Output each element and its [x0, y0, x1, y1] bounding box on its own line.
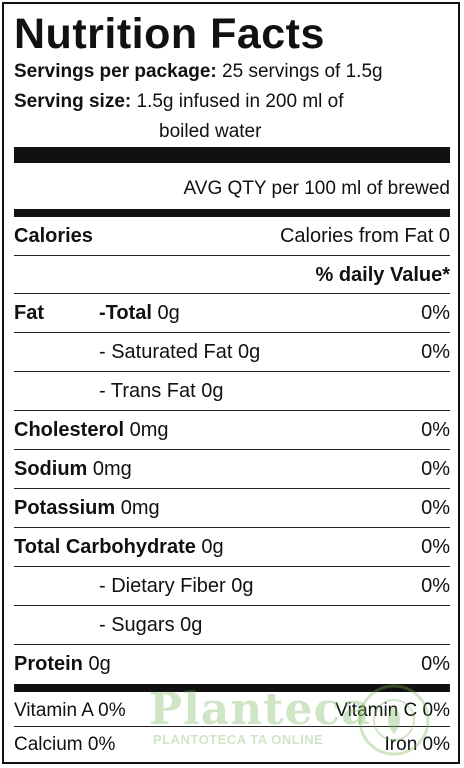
dietary-fiber-row: - Dietary Fiber 0g 0% [14, 567, 450, 605]
divider [14, 488, 450, 489]
thick-divider [14, 147, 450, 163]
protein-dv: 0% [421, 653, 450, 675]
sodium: Sodium 0mg [14, 450, 132, 488]
divider [14, 449, 450, 450]
sodium-dv: 0% [421, 458, 450, 480]
protein-value: 0g [82, 653, 111, 675]
protein: Protein 0g [14, 645, 111, 683]
serving-size: Serving size: 1.5g infused in 200 ml of [14, 90, 344, 114]
vitamins-row-1: Vitamin A 0% Vitamin C 0% [14, 696, 450, 726]
divider [14, 527, 450, 528]
fat-total: -Total 0g [99, 294, 180, 332]
divider [14, 293, 450, 294]
potassium-row: Potassium 0mg 0% [14, 489, 450, 527]
serving-size-value: 1.5g infused in 200 ml of [131, 91, 344, 112]
vitamin-c: Vitamin C 0% [335, 700, 450, 721]
fat-total-value: 0g [151, 302, 180, 324]
divider [14, 332, 450, 333]
carbohydrate-row: Total Carbohydrate 0g 0% [14, 528, 450, 566]
label-title: Nutrition Facts [14, 10, 325, 58]
cholesterol-dv: 0% [421, 419, 450, 441]
carbohydrate-value: 0g [195, 536, 224, 558]
sodium-row: Sodium 0mg 0% [14, 450, 450, 488]
divider [14, 371, 450, 372]
calories-row: Calories Calories from Fat 0 [14, 217, 450, 255]
vitamins-row-2: Calcium 0% Iron 0% [14, 730, 450, 760]
serving-size-continued: boiled water [159, 121, 262, 142]
sugars-label: - Sugars 0g [99, 614, 203, 636]
saturated-fat-row: - Saturated Fat 0g 0% [14, 333, 450, 371]
dietary-fiber-label: - Dietary Fiber 0g [99, 575, 254, 597]
cholesterol-value: 0mg [124, 419, 169, 441]
fat-dv: 0% [421, 302, 450, 324]
fat-label: Fat [14, 302, 44, 324]
divider [14, 644, 450, 645]
saturated-fat-label: - Saturated Fat 0g [99, 341, 261, 363]
carbohydrate: Total Carbohydrate 0g [14, 528, 224, 566]
avg-quantity-note: AVG QTY per 100 ml of brewed [183, 178, 450, 199]
fat-total-label: -Total [99, 302, 152, 324]
potassium-label: Potassium [14, 497, 116, 519]
trans-fat-label: - Trans Fat 0g [99, 380, 224, 402]
medium-divider [14, 209, 450, 217]
fat-row: Fat -Total 0g 0% [14, 294, 450, 332]
medium-divider [14, 684, 450, 692]
servings-per-package-label: Servings per package: [14, 61, 217, 82]
divider [14, 605, 450, 606]
trans-fat-row: - Trans Fat 0g [14, 372, 450, 410]
protein-label: Protein [14, 653, 83, 675]
potassium: Potassium 0mg [14, 489, 160, 527]
servings-per-package: Servings per package: 25 servings of 1.5… [14, 60, 383, 84]
sodium-label: Sodium [14, 458, 88, 480]
protein-row: Protein 0g 0% [14, 645, 450, 683]
saturated-fat-dv: 0% [421, 341, 450, 363]
cholesterol-row: Cholesterol 0mg 0% [14, 411, 450, 449]
calcium: Calcium 0% [14, 734, 116, 755]
sugars-row: - Sugars 0g [14, 606, 450, 644]
daily-value-header: % daily Value* [315, 264, 450, 286]
carbohydrate-dv: 0% [421, 536, 450, 558]
nutrition-label: Nutrition Facts Servings per package: 25… [2, 2, 460, 764]
carbohydrate-label: Total Carbohydrate [14, 536, 196, 558]
calories-label: Calories [14, 225, 93, 247]
vitamin-a: Vitamin A 0% [14, 700, 126, 721]
potassium-dv: 0% [421, 497, 450, 519]
sodium-value: 0mg [87, 458, 132, 480]
potassium-value: 0mg [115, 497, 160, 519]
cholesterol: Cholesterol 0mg [14, 411, 169, 449]
dietary-fiber-dv: 0% [421, 575, 450, 597]
calories-from-fat: Calories from Fat 0 [279, 225, 450, 247]
divider [14, 566, 450, 567]
iron: Iron 0% [384, 734, 450, 755]
divider [14, 255, 450, 256]
divider [14, 410, 450, 411]
serving-size-label: Serving size: [14, 91, 132, 112]
servings-per-package-value: 25 servings of 1.5g [216, 61, 383, 82]
divider [14, 726, 450, 727]
cholesterol-label: Cholesterol [14, 419, 125, 441]
